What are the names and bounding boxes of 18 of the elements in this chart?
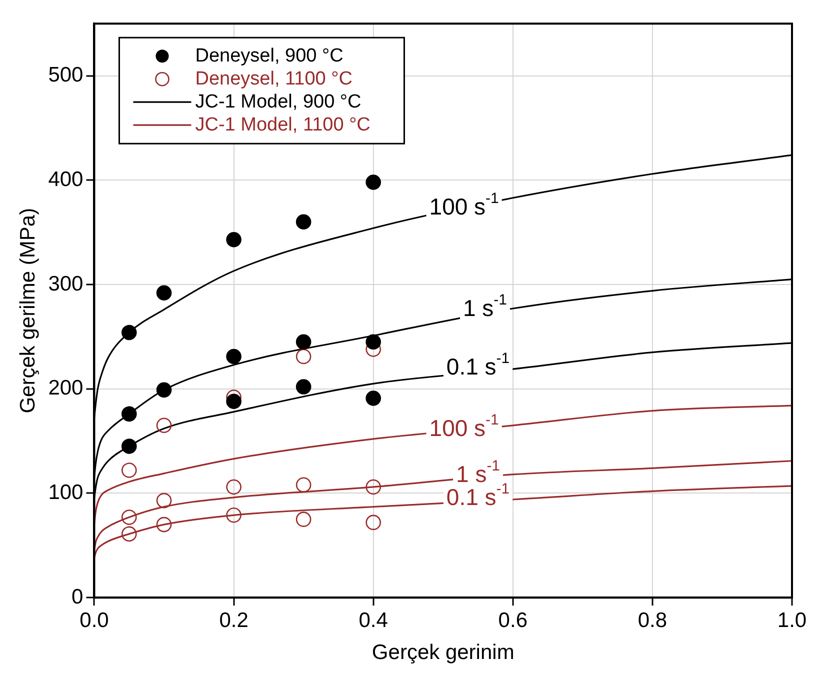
legend-label: JC-1 Model, 900 °C — [195, 91, 362, 112]
x-tick-label: 0.8 — [638, 608, 668, 632]
x-tick-label: 0.6 — [498, 608, 528, 632]
legend-label: JC-1 Model, 1100 °C — [195, 114, 370, 136]
x-tick-label: 1.0 — [777, 608, 807, 632]
x-tick-label: 0.0 — [80, 608, 109, 632]
legend-label: Deneysel, 1100 °C — [195, 68, 352, 90]
y-tick-label: 0 — [72, 585, 84, 608]
y-tick-label: 300 — [48, 272, 84, 296]
y-tick-label: 500 — [48, 64, 84, 87]
y-tick-label: 400 — [48, 168, 84, 191]
y-axis-title: Gerçek gerilme (MPa) — [16, 208, 40, 414]
x-tick-label: 0.2 — [219, 608, 248, 632]
y-tick-label: 200 — [48, 376, 84, 400]
y-tick-label: 100 — [48, 481, 84, 504]
x-axis-title: Gerçek gerinim — [372, 641, 514, 664]
legend-label: Deneysel, 900 °C — [195, 45, 344, 66]
x-tick-label: 0.4 — [358, 608, 388, 632]
